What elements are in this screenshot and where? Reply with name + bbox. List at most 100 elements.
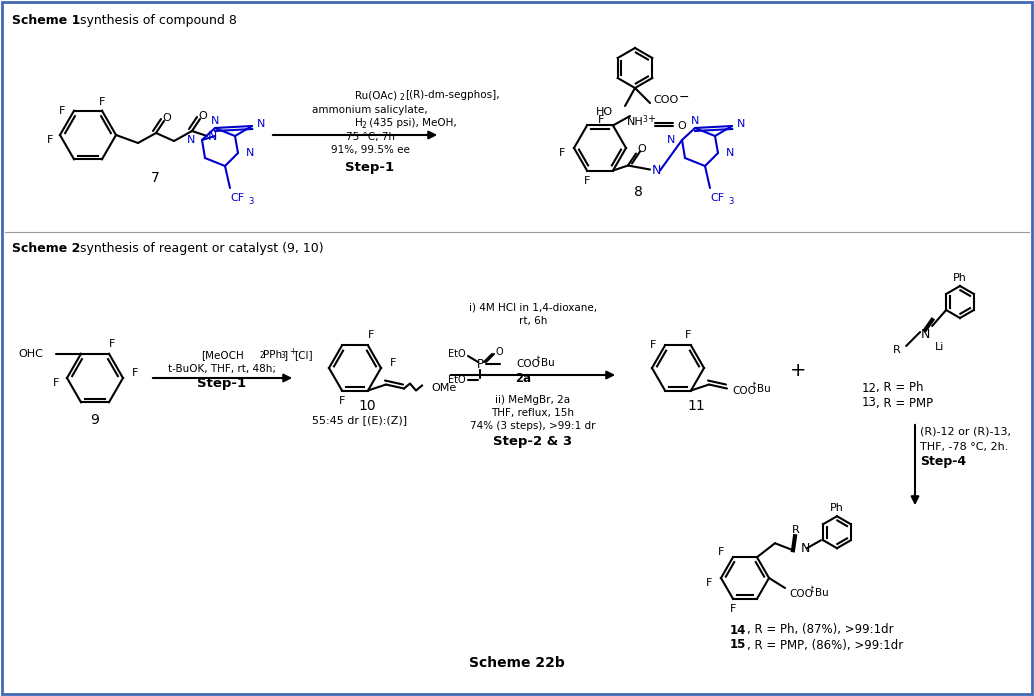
Text: N: N — [667, 135, 675, 145]
Text: Bu: Bu — [541, 358, 555, 368]
Text: −: − — [679, 90, 690, 104]
Text: Scheme 1: Scheme 1 — [12, 14, 81, 27]
Text: [MeOCH: [MeOCH — [201, 350, 243, 360]
Text: N: N — [211, 116, 219, 126]
Text: CF: CF — [710, 193, 724, 203]
Text: rt, 6h: rt, 6h — [519, 316, 547, 326]
Text: 15: 15 — [730, 638, 747, 651]
Text: PPh: PPh — [263, 350, 282, 360]
Text: N: N — [246, 148, 254, 158]
Text: N: N — [920, 328, 930, 340]
Text: [(R)-dm-segphos],: [(R)-dm-segphos], — [405, 90, 499, 100]
Text: 7: 7 — [151, 171, 159, 185]
Text: N: N — [207, 129, 217, 143]
Text: Step-4: Step-4 — [920, 455, 966, 468]
Text: COO: COO — [789, 589, 813, 599]
Text: t: t — [753, 381, 756, 390]
Text: 91%, 99.5% ee: 91%, 99.5% ee — [331, 145, 409, 155]
Text: 3: 3 — [642, 115, 647, 123]
Text: synthesis of compound 8: synthesis of compound 8 — [77, 14, 237, 27]
Text: 11: 11 — [688, 399, 705, 413]
Text: P: P — [477, 358, 484, 370]
Text: , R = Ph, (87%), >99:1dr: , R = Ph, (87%), >99:1dr — [747, 624, 893, 637]
Text: N: N — [737, 119, 746, 129]
Text: F: F — [53, 378, 59, 388]
Text: Step-1: Step-1 — [345, 161, 395, 175]
Text: F: F — [99, 97, 105, 106]
Text: O: O — [162, 113, 172, 123]
Text: 8: 8 — [634, 185, 642, 199]
Text: F: F — [109, 339, 115, 349]
Text: O: O — [638, 143, 646, 154]
Text: 3: 3 — [280, 351, 285, 360]
Text: Scheme 22b: Scheme 22b — [469, 656, 565, 670]
Text: 10: 10 — [358, 399, 375, 413]
Text: CF: CF — [230, 193, 244, 203]
Text: HO: HO — [596, 107, 613, 117]
Text: Ph: Ph — [830, 503, 844, 513]
Text: F: F — [368, 331, 374, 340]
Text: N: N — [691, 116, 699, 126]
Text: F: F — [598, 116, 604, 125]
Text: , R = PMP, (86%), >99:1dr: , R = PMP, (86%), >99:1dr — [747, 638, 904, 651]
Text: Bu: Bu — [757, 383, 770, 393]
Text: R: R — [792, 525, 800, 535]
Text: 14: 14 — [730, 624, 747, 637]
Text: 13: 13 — [862, 397, 877, 409]
Text: F: F — [685, 331, 691, 340]
Text: OMe: OMe — [431, 383, 456, 393]
Text: 2: 2 — [258, 351, 264, 360]
Text: Ph: Ph — [953, 273, 967, 283]
Text: Scheme 2: Scheme 2 — [12, 242, 81, 255]
Text: COO: COO — [516, 359, 540, 369]
Text: N: N — [801, 541, 811, 555]
Text: F: F — [584, 175, 590, 186]
Text: 2a: 2a — [515, 372, 531, 386]
Text: ]: ] — [284, 350, 288, 360]
Text: O: O — [677, 121, 686, 131]
Text: F: F — [558, 148, 565, 158]
Text: 3: 3 — [728, 196, 733, 205]
Text: synthesis of reagent or catalyst (9, 10): synthesis of reagent or catalyst (9, 10) — [77, 242, 324, 255]
Text: i) 4M HCl in 1,4-dioxane,: i) 4M HCl in 1,4-dioxane, — [469, 303, 597, 313]
Text: F: F — [718, 547, 724, 557]
Text: 2: 2 — [362, 122, 367, 131]
Text: THF, -78 °C, 2h.: THF, -78 °C, 2h. — [920, 442, 1008, 452]
Text: 74% (3 steps), >99:1 dr: 74% (3 steps), >99:1 dr — [470, 421, 596, 431]
Text: t-BuOK, THF, rt, 48h;: t-BuOK, THF, rt, 48h; — [168, 364, 276, 374]
Text: R: R — [892, 345, 901, 355]
Text: [Cl]: [Cl] — [294, 350, 312, 360]
Text: EtO: EtO — [449, 349, 466, 359]
Text: O: O — [496, 347, 504, 357]
Text: Li: Li — [935, 342, 944, 352]
Text: F: F — [730, 604, 736, 614]
Text: OHC: OHC — [19, 349, 43, 358]
Text: F: F — [339, 395, 345, 406]
Text: 3: 3 — [248, 196, 253, 205]
Text: O: O — [199, 111, 208, 121]
Text: t: t — [811, 585, 814, 594]
Text: Ru(OAc): Ru(OAc) — [355, 90, 397, 100]
Text: F: F — [390, 358, 396, 368]
Text: F: F — [59, 106, 65, 116]
Text: Bu: Bu — [815, 588, 828, 598]
Text: 2: 2 — [400, 93, 404, 102]
Text: +: + — [790, 361, 807, 379]
Text: Step-1: Step-1 — [197, 377, 246, 390]
Text: ii) MeMgBr, 2a: ii) MeMgBr, 2a — [495, 395, 571, 405]
Text: N: N — [726, 148, 734, 158]
Text: NH: NH — [627, 117, 644, 127]
Text: , R = Ph: , R = Ph — [876, 381, 923, 395]
Text: F: F — [649, 340, 656, 351]
Text: 75 °C, 7h: 75 °C, 7h — [345, 132, 395, 142]
Text: F: F — [132, 368, 139, 378]
Text: F: F — [47, 135, 53, 145]
Text: 9: 9 — [91, 413, 99, 427]
Text: COO: COO — [732, 386, 756, 395]
Text: F: F — [705, 578, 712, 588]
Text: N: N — [257, 119, 266, 129]
Text: (R)-12 or (R)-13,: (R)-12 or (R)-13, — [920, 427, 1011, 437]
Text: H: H — [355, 118, 363, 128]
Text: N: N — [186, 135, 195, 145]
Text: EtO: EtO — [449, 375, 466, 385]
